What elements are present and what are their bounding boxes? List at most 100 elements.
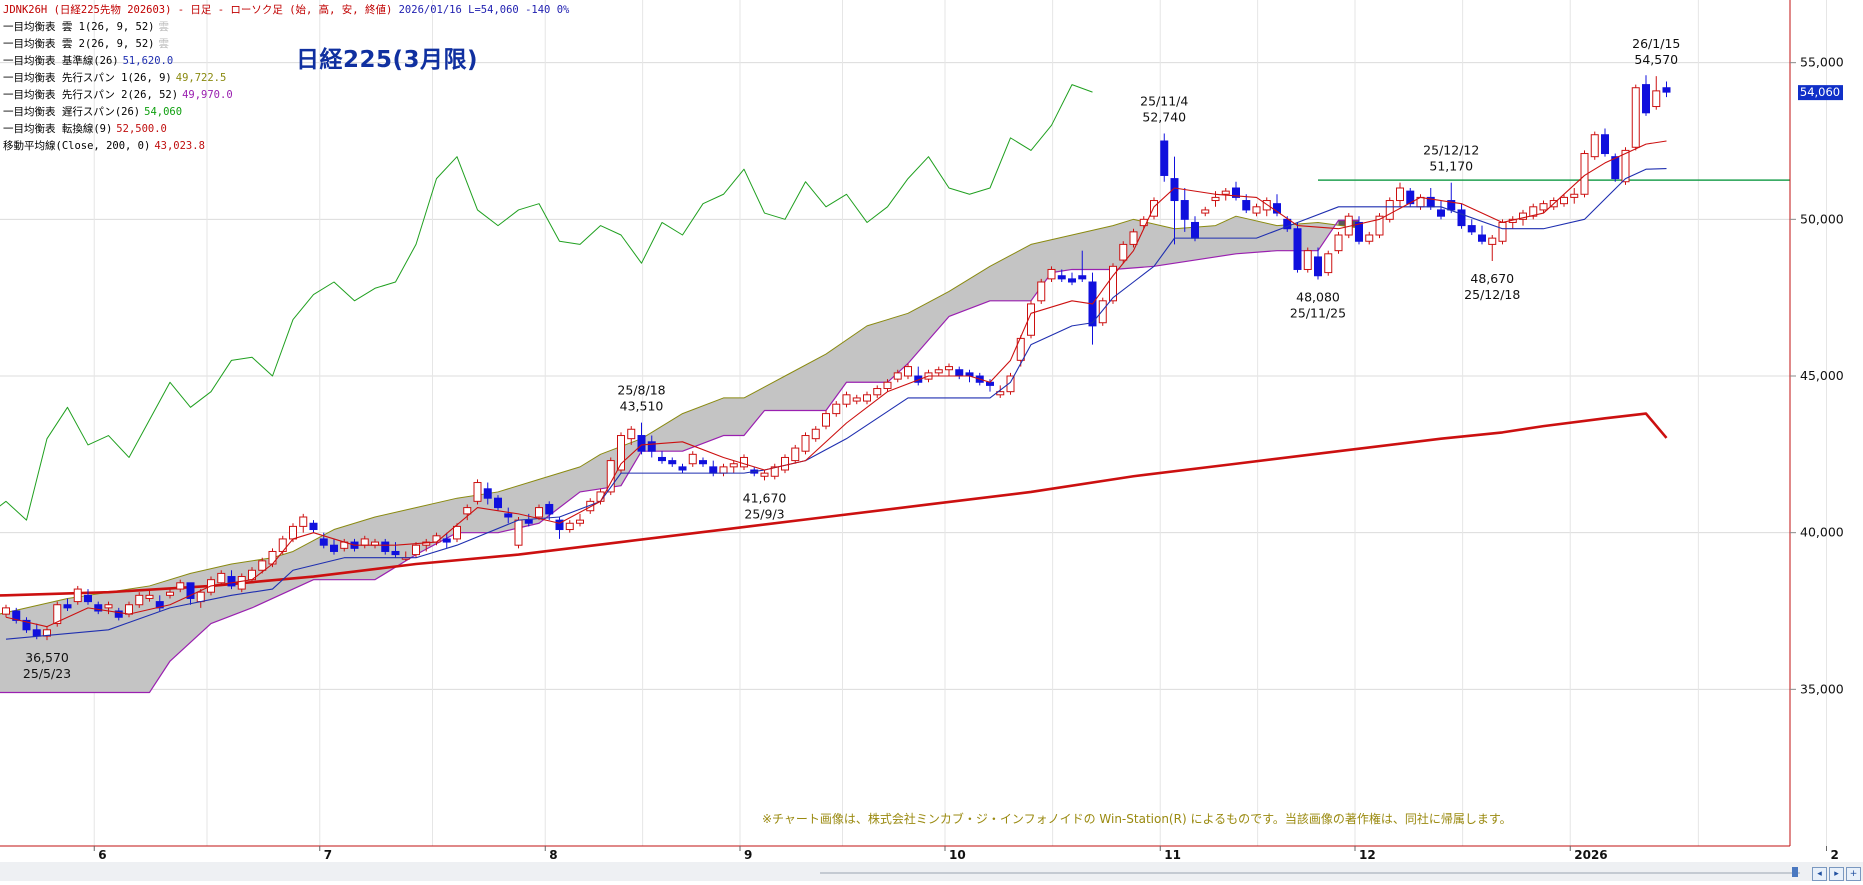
- candle-body[interactable]: [1170, 178, 1179, 202]
- candle-body[interactable]: [1631, 87, 1640, 148]
- candle-body[interactable]: [1560, 196, 1568, 205]
- candle-body[interactable]: [1006, 375, 1015, 393]
- candle-body[interactable]: [524, 519, 533, 524]
- candle-body[interactable]: [1406, 190, 1415, 205]
- candle-body[interactable]: [781, 456, 789, 471]
- candle-body[interactable]: [1180, 200, 1189, 220]
- candle-body[interactable]: [125, 604, 133, 615]
- candle-body[interactable]: [1324, 253, 1333, 274]
- candle-body[interactable]: [514, 519, 523, 546]
- candle-body[interactable]: [740, 456, 748, 468]
- candle-body[interactable]: [1037, 281, 1046, 302]
- candle-body[interactable]: [1621, 149, 1630, 183]
- candle-body[interactable]: [453, 525, 461, 540]
- candle-body[interactable]: [391, 550, 400, 556]
- candle-body[interactable]: [1539, 203, 1548, 211]
- candle-body[interactable]: [760, 472, 769, 477]
- candle-body[interactable]: [1570, 193, 1579, 198]
- candle-body[interactable]: [1457, 209, 1466, 227]
- candle-body[interactable]: [114, 610, 123, 618]
- candle-body[interactable]: [904, 366, 912, 377]
- candle-body[interactable]: [278, 538, 287, 552]
- candle-body[interactable]: [1385, 200, 1394, 220]
- candle-body[interactable]: [729, 463, 738, 468]
- candle-body[interactable]: [658, 456, 666, 462]
- candle-body[interactable]: [1191, 221, 1199, 239]
- candle-body[interactable]: [1355, 221, 1363, 242]
- candle-body[interactable]: [473, 482, 482, 502]
- candle-body[interactable]: [360, 538, 369, 546]
- candle-body[interactable]: [237, 576, 246, 590]
- candle-body[interactable]: [53, 604, 62, 625]
- candle-body[interactable]: [155, 601, 164, 609]
- candle-body[interactable]: [678, 466, 687, 471]
- candle-body[interactable]: [1201, 209, 1210, 214]
- candle-body[interactable]: [442, 538, 451, 543]
- candle-body[interactable]: [1314, 256, 1322, 277]
- candle-body[interactable]: [268, 550, 277, 565]
- candle-body[interactable]: [627, 428, 636, 440]
- candle-body[interactable]: [330, 544, 338, 552]
- candle-body[interactable]: [1098, 300, 1107, 324]
- candle-body[interactable]: [94, 604, 103, 612]
- candle-body[interactable]: [1232, 187, 1240, 198]
- candle-body[interactable]: [535, 507, 543, 518]
- candle-body[interactable]: [832, 403, 841, 415]
- candle-body[interactable]: [483, 488, 492, 499]
- candle-body[interactable]: [1467, 225, 1476, 233]
- candle-body[interactable]: [791, 447, 800, 462]
- candle-body[interactable]: [1016, 337, 1025, 361]
- candle-body[interactable]: [2, 607, 10, 615]
- candle-body[interactable]: [934, 369, 943, 374]
- candle-body[interactable]: [1519, 212, 1527, 220]
- candle-body[interactable]: [432, 535, 441, 543]
- candle-body[interactable]: [196, 591, 205, 603]
- candle-body[interactable]: [1119, 243, 1128, 261]
- candle-body[interactable]: [576, 519, 584, 524]
- candle-body[interactable]: [381, 541, 390, 552]
- candle-body[interactable]: [289, 525, 297, 540]
- candle-body[interactable]: [688, 453, 697, 465]
- candle-body[interactable]: [1662, 87, 1671, 93]
- candle-body[interactable]: [709, 466, 718, 474]
- candle-body[interactable]: [258, 560, 267, 571]
- candle-body[interactable]: [412, 544, 420, 556]
- candle-body[interactable]: [104, 604, 113, 609]
- candle-body[interactable]: [719, 466, 728, 474]
- candle-body[interactable]: [227, 576, 236, 587]
- candle-body[interactable]: [1129, 231, 1138, 245]
- candle-body[interactable]: [801, 435, 810, 452]
- candle-body[interactable]: [1211, 196, 1220, 202]
- candle-body[interactable]: [873, 388, 882, 396]
- candle-body[interactable]: [565, 522, 574, 531]
- candle-body[interactable]: [1652, 90, 1661, 108]
- candle-body[interactable]: [63, 604, 72, 609]
- candle-body[interactable]: [1293, 228, 1302, 270]
- candle-body[interactable]: [770, 466, 779, 477]
- candle-body[interactable]: [186, 582, 195, 599]
- candle-body[interactable]: [1365, 234, 1374, 242]
- scrollbar-track[interactable]: [0, 862, 1863, 881]
- candle-body[interactable]: [699, 460, 707, 465]
- candle-body[interactable]: [545, 503, 554, 515]
- candle-body[interactable]: [945, 366, 953, 371]
- candle-body[interactable]: [893, 372, 902, 380]
- candle-body[interactable]: [1498, 221, 1507, 242]
- candle-body[interactable]: [1303, 250, 1312, 270]
- scroll-right-button[interactable]: ▸: [1829, 867, 1844, 881]
- candle-body[interactable]: [852, 397, 861, 402]
- candle-body[interactable]: [12, 610, 21, 621]
- candle-body[interactable]: [135, 594, 144, 606]
- candle-body[interactable]: [883, 381, 892, 390]
- candle-body[interactable]: [73, 588, 82, 603]
- candle-body[interactable]: [1590, 134, 1599, 158]
- candle-body[interactable]: [1642, 84, 1650, 114]
- candle-body[interactable]: [1375, 215, 1384, 236]
- candle-body[interactable]: [32, 629, 41, 637]
- candle-body[interactable]: [617, 435, 625, 471]
- candle-body[interactable]: [1109, 265, 1117, 302]
- candle-body[interactable]: [1262, 200, 1271, 211]
- candle-body[interactable]: [1242, 200, 1251, 211]
- candle-body[interactable]: [1437, 209, 1445, 217]
